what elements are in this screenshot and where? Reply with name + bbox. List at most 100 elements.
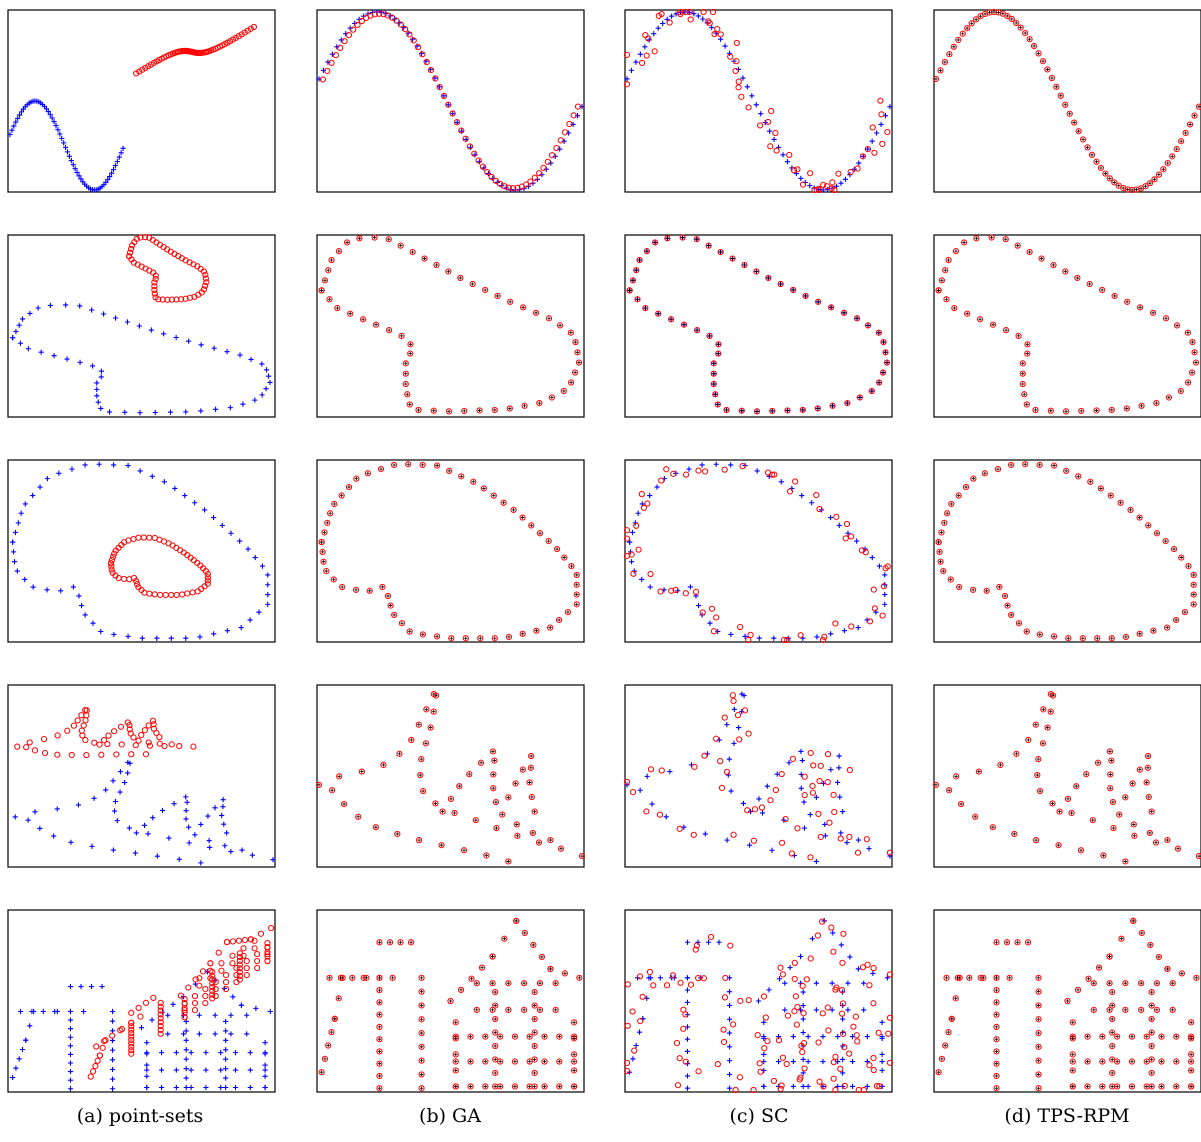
matched-source-point [1008, 611, 1015, 619]
source-point [191, 993, 199, 1000]
source-point [109, 569, 116, 576]
source-point [807, 955, 814, 962]
source-point [782, 816, 789, 823]
matched-source-point [1035, 1071, 1042, 1078]
matched-target-point [572, 1068, 576, 1073]
matched-source-point [505, 633, 513, 641]
matched-source-point [568, 379, 575, 386]
target-point [726, 1058, 733, 1064]
matched-target-point [439, 843, 444, 847]
target-point [137, 468, 143, 474]
matched-source-point [1122, 980, 1129, 987]
matched-source-point [376, 1048, 383, 1055]
matched-source-point [1004, 12, 1011, 20]
matched-target-point [1179, 389, 1183, 393]
target-point [874, 130, 880, 136]
matched-source-point [1185, 379, 1192, 386]
source-point [243, 964, 250, 972]
matched-target-point [506, 1008, 510, 1012]
matched-source-point [1037, 787, 1044, 795]
matched-target-point [329, 258, 334, 262]
target-point [879, 1067, 885, 1074]
source-point [798, 1042, 805, 1049]
matched-target-point [1161, 167, 1165, 171]
source-point [629, 789, 637, 796]
matched-source-point [1164, 836, 1171, 844]
target-point [740, 800, 747, 807]
panel-frame [7, 909, 276, 1093]
matched-source-point [386, 939, 394, 946]
source-point [111, 728, 118, 735]
matched-source-point [1024, 341, 1031, 348]
matched-target-point [1134, 188, 1139, 192]
matched-target-point [360, 769, 364, 774]
source-point [682, 1011, 689, 1018]
matched-target-point [1071, 1020, 1075, 1024]
target-point [124, 319, 131, 325]
target-point [211, 631, 217, 637]
matched-source-point [491, 406, 498, 414]
matched-target-point [321, 560, 326, 564]
matched-target-point [1148, 831, 1152, 835]
target-point [756, 635, 762, 641]
target-point [54, 1008, 60, 1015]
target-point [68, 157, 74, 164]
matched-target-point [643, 306, 647, 310]
matched-source-point [784, 407, 791, 414]
source-point [523, 181, 530, 188]
target-point [805, 1083, 811, 1090]
matched-target-point [1189, 1036, 1193, 1040]
source-point [127, 249, 134, 256]
matched-target-point [1110, 1003, 1114, 1008]
matched-target-point [1099, 166, 1103, 170]
source-point [91, 739, 98, 746]
source-point [717, 758, 724, 765]
matched-source-point [1006, 974, 1013, 981]
matched-source-point [472, 817, 479, 824]
matched-source-point [1138, 980, 1145, 987]
matched-source-point [1158, 1058, 1165, 1065]
source-point [23, 744, 30, 751]
target-point [855, 966, 862, 972]
matched-target-point [1167, 395, 1171, 400]
target-point [764, 783, 770, 789]
target-point [109, 1086, 116, 1092]
matched-target-point [493, 408, 497, 412]
matched-source-point [397, 242, 404, 249]
target-point [223, 1084, 229, 1091]
panel-frame [316, 459, 585, 643]
source-point [792, 993, 799, 1000]
matched-target-point [994, 1062, 999, 1066]
matched-source-point [490, 492, 497, 499]
matched-target-point [435, 463, 439, 468]
matched-target-point [1038, 789, 1042, 793]
panel-frame [624, 9, 893, 193]
matched-target-point [1079, 848, 1083, 852]
matched-target-point [855, 316, 859, 320]
matched-target-point [934, 77, 938, 81]
matched-target-point [1151, 311, 1155, 315]
matched-target-point [1146, 754, 1150, 758]
matched-target-point [520, 515, 525, 520]
target-point [150, 815, 156, 821]
matched-target-point [1036, 1031, 1041, 1035]
matched-source-point [1094, 759, 1102, 766]
matched-source-point [1062, 101, 1069, 108]
matched-source-point [1073, 783, 1080, 790]
matched-target-point [324, 569, 328, 573]
source-point [128, 1033, 135, 1040]
matched-source-point [402, 380, 409, 388]
source-point [841, 1082, 848, 1089]
target-point [10, 549, 17, 555]
target-point [253, 1005, 259, 1011]
source-point [191, 1006, 199, 1014]
source-point [875, 1029, 882, 1036]
source-point [531, 174, 538, 181]
matched-source-point [363, 974, 370, 981]
target-point [410, 36, 416, 42]
matched-source-point [526, 1033, 533, 1040]
source-point [544, 158, 551, 165]
target-point [61, 140, 67, 146]
matched-target-point [528, 1084, 532, 1089]
target-point [778, 479, 784, 485]
